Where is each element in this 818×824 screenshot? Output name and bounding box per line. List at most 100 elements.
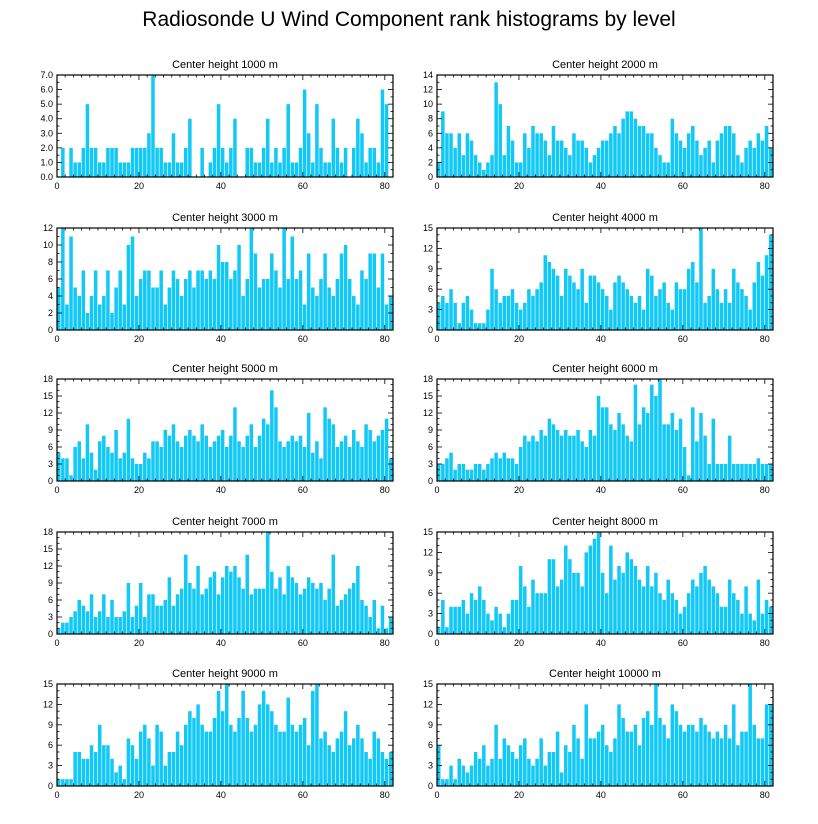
y-tick-label: 12 — [43, 561, 53, 571]
histogram-bar — [502, 296, 507, 330]
histogram-bar — [650, 133, 654, 177]
y-tick-label: 12 — [423, 547, 433, 557]
histogram-bar — [249, 424, 254, 481]
histogram-bar — [711, 162, 716, 177]
histogram-bar — [453, 606, 457, 634]
histogram-bar — [637, 126, 642, 177]
histogram-bar — [613, 126, 617, 177]
histogram-bar — [596, 396, 601, 481]
histogram-bar — [73, 752, 77, 786]
histogram-bar — [666, 579, 670, 634]
histogram-bar — [506, 458, 511, 481]
histogram-bar — [298, 594, 303, 634]
y-tick-label: 6 — [48, 740, 53, 750]
histogram-bar — [543, 255, 548, 330]
histogram-bar — [384, 628, 389, 634]
histogram-bar — [298, 435, 303, 481]
histogram-bar — [294, 441, 299, 481]
y-tick-label: 0 — [428, 172, 433, 182]
histogram-bar — [682, 447, 687, 481]
histogram-bar — [662, 424, 666, 481]
histogram-bar — [261, 690, 266, 786]
histogram-bar — [518, 309, 523, 330]
histogram-bar — [584, 447, 589, 481]
histogram-bar — [760, 275, 765, 330]
histogram-bar — [506, 613, 511, 634]
histogram-bar — [441, 111, 445, 177]
histogram-bar — [641, 718, 646, 786]
histogram-bar — [740, 731, 744, 786]
histogram-bar — [274, 270, 278, 330]
histogram-bar — [617, 413, 621, 481]
histogram-bar — [159, 447, 163, 481]
histogram-bar — [658, 289, 662, 330]
y-tick-label: 3 — [428, 305, 433, 315]
histogram-bar — [719, 464, 724, 481]
histogram-bar — [613, 282, 617, 330]
histogram-bar — [498, 302, 502, 330]
histogram-bar — [625, 552, 629, 634]
x-tick-label: 60 — [678, 638, 688, 648]
histogram-bar — [465, 469, 470, 481]
panel-title: Center height 8000 m — [552, 516, 658, 528]
histogram-bar — [691, 126, 695, 177]
histogram-bar — [323, 407, 327, 481]
histogram-bar — [621, 282, 625, 330]
histogram-bar — [568, 155, 572, 177]
histogram-bar — [465, 772, 470, 786]
histogram-bar — [167, 577, 172, 634]
histogram-bar — [368, 617, 372, 634]
histogram-bar — [588, 162, 593, 177]
histogram-bar — [600, 572, 605, 634]
histogram-bar — [315, 104, 319, 177]
histogram-bar — [629, 731, 634, 786]
histogram-bar — [249, 731, 254, 786]
histogram-bar — [727, 126, 732, 177]
histogram-bar — [179, 447, 184, 481]
histogram-bar — [490, 758, 494, 786]
histogram-bar — [356, 441, 360, 481]
histogram-bar — [225, 162, 229, 177]
histogram-bar — [600, 407, 605, 481]
histogram-bar — [200, 724, 204, 786]
histogram-bar — [61, 622, 65, 634]
histogram-bar — [518, 447, 523, 481]
histogram-bar — [343, 147, 348, 177]
histogram-bar — [637, 579, 642, 634]
histogram-bar — [188, 430, 192, 481]
histogram-bar — [494, 82, 498, 177]
histogram-bar — [278, 731, 282, 786]
histogram-bar — [97, 441, 102, 481]
histogram-bar — [159, 147, 163, 177]
x-tick-label: 20 — [134, 334, 144, 344]
histogram-bar — [531, 126, 535, 177]
histogram-bar — [588, 545, 593, 634]
x-tick-label: 60 — [298, 485, 308, 495]
histogram-bar — [617, 704, 621, 786]
histogram-bar — [130, 147, 135, 177]
histogram-bar — [106, 270, 110, 330]
x-tick-label: 60 — [678, 485, 688, 495]
histogram-bar — [114, 772, 118, 786]
histogram-bar — [674, 600, 679, 634]
histogram-bar — [477, 758, 482, 786]
histogram-bar — [662, 724, 666, 786]
histogram-bar — [249, 147, 254, 177]
histogram-bar — [568, 275, 572, 330]
histogram-bar — [151, 441, 155, 481]
histogram-bar — [531, 296, 535, 330]
x-tick-label: 60 — [298, 334, 308, 344]
histogram-bar — [461, 600, 466, 634]
x-tick-label: 0 — [54, 638, 59, 648]
histogram-bar — [220, 577, 225, 634]
x-tick-label: 0 — [434, 334, 439, 344]
histogram-bar — [167, 162, 172, 177]
histogram-bar — [736, 155, 740, 177]
histogram-bar — [523, 435, 527, 481]
histogram-bar — [576, 140, 580, 177]
histogram-bar — [723, 289, 728, 330]
y-tick-label: 3 — [48, 612, 53, 622]
histogram-bar — [89, 745, 94, 786]
histogram-bar — [278, 162, 282, 177]
